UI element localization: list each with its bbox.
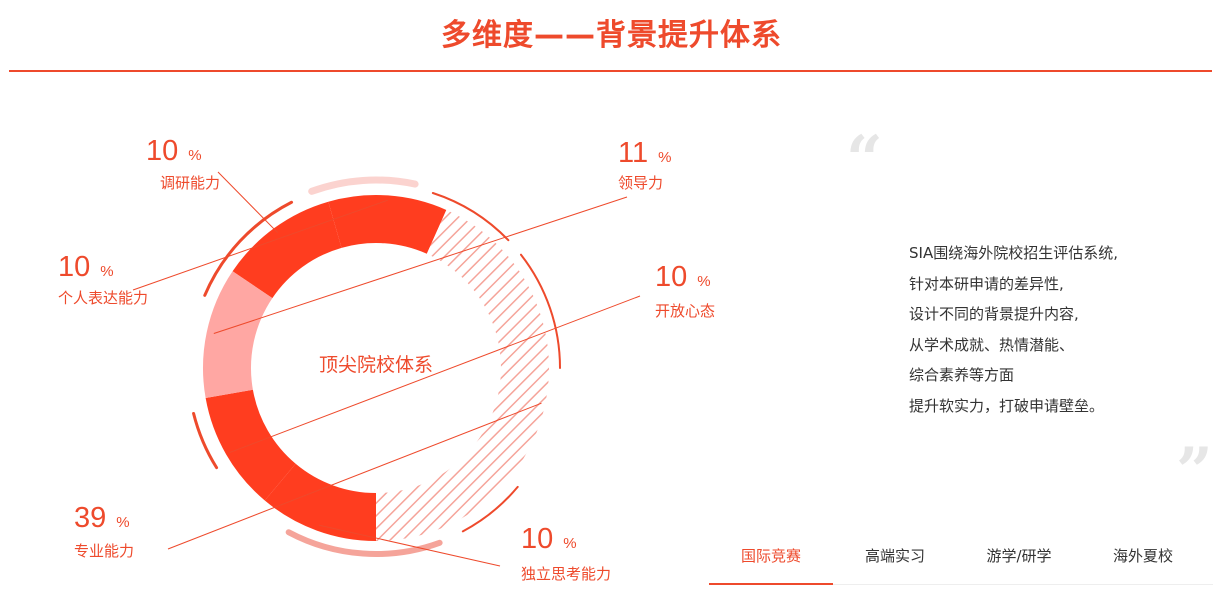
- slice-value-label: 11%: [618, 137, 671, 169]
- leader-line: [318, 524, 501, 567]
- leader-line: [132, 199, 388, 291]
- slice-value-label: 10%: [521, 523, 577, 555]
- tab-international-competition[interactable]: 国际竞赛: [709, 536, 833, 585]
- slice-value-label: 39%: [74, 502, 130, 534]
- tab-high-end-internship[interactable]: 高端实习: [864, 547, 925, 565]
- leader-line: [217, 171, 279, 234]
- description-line: SIA围绕海外院校招生评估系统,: [909, 244, 1118, 262]
- donut-slice: [203, 271, 273, 399]
- donut-slice: [376, 209, 549, 541]
- donut-slice: [264, 463, 376, 541]
- slice-value-label: 10%: [655, 261, 711, 293]
- page-title: 多维度——背景提升体系: [441, 18, 782, 53]
- chart-center-label: 顶尖院校体系: [319, 354, 433, 376]
- decorative-arc: [308, 176, 419, 195]
- description-line: 设计不同的背景提升内容,: [909, 305, 1079, 323]
- close-quote-icon: ”: [1176, 434, 1213, 509]
- decorative-arc: [203, 200, 294, 297]
- donut-slice: [328, 195, 447, 254]
- slice-category-label: 领导力: [618, 174, 663, 192]
- decorative-arc: [192, 411, 219, 470]
- description-line: 提升软实力，打破申请壁垒。: [909, 396, 1105, 415]
- description-line: 针对本研申请的差异性,: [909, 274, 1064, 293]
- slice-category-label: 开放心态: [655, 302, 715, 320]
- description-block: SIA围绕海外院校招生评估系统, 针对本研申请的差异性, 设计不同的背景提升内容…: [909, 238, 1209, 421]
- decorative-arc: [461, 485, 519, 533]
- tab-summer-school[interactable]: 海外夏校: [1112, 547, 1173, 565]
- description-line: 综合素养等方面: [909, 366, 1015, 384]
- slice-value-label: 10%: [146, 135, 202, 167]
- description-line: 从学术成就、热情潜能、: [909, 335, 1075, 354]
- slice-category-label: 专业能力: [74, 542, 134, 560]
- donut-slice: [205, 389, 296, 501]
- leader-line: [167, 402, 542, 550]
- title-divider: [9, 70, 1212, 72]
- program-tabs: 国际竞赛 高端实习 游学/研学 海外夏校: [709, 536, 1213, 585]
- decorative-arc: [519, 253, 561, 369]
- open-quote-icon: “: [846, 122, 883, 197]
- leader-line: [213, 196, 628, 335]
- slice-category-label: 个人表达能力: [58, 289, 148, 307]
- slice-category-label: 独立思考能力: [521, 565, 611, 583]
- leader-line: [229, 295, 641, 454]
- slice-value-label: 10%: [58, 251, 114, 283]
- tab-study-tour[interactable]: 游学/研学: [986, 547, 1052, 565]
- slice-category-label: 调研能力: [160, 174, 220, 192]
- decorative-arc: [431, 192, 510, 242]
